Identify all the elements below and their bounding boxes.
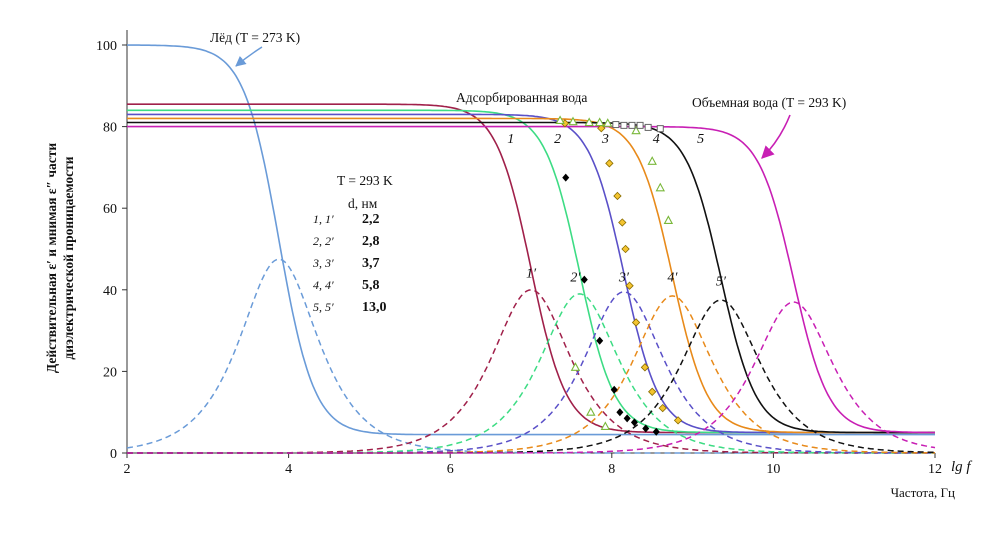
marker-point	[652, 427, 660, 436]
series-imag-0	[126, 258, 935, 454]
curve-label-imag: 1′	[526, 267, 537, 282]
marker-point	[555, 115, 565, 125]
bulk-annotation: Объемная вода (T = 293 K)	[692, 95, 846, 110]
marker-point	[623, 414, 631, 423]
series-real-6	[127, 125, 935, 434]
legend-row-d: 5,8	[362, 278, 380, 293]
marker-point	[647, 156, 657, 165]
x-tick-label: 12	[928, 462, 942, 477]
adsorbed-annotation: Адсорбированная вода	[456, 90, 587, 105]
y-tick-label: 100	[96, 39, 117, 54]
x-tick-label: 4	[285, 462, 292, 477]
legend-row-id: 4, 4′	[313, 278, 334, 292]
curve-label-real: 1	[507, 132, 514, 147]
y-axis-label-line2: диэлектрической проницаемости	[61, 156, 76, 359]
marker-point	[636, 121, 644, 129]
curve-labels: 1 1′ 2 2′ 3 3′ 4 4′ 5 5′	[507, 132, 727, 290]
marker-point	[616, 408, 624, 417]
marker-point	[597, 124, 606, 133]
legend-row-d: 2,2	[362, 212, 380, 227]
marker-point	[596, 336, 604, 345]
curve-label-imag: 5′	[716, 275, 727, 290]
x-axis-var: lg f	[951, 459, 972, 475]
series-real-5	[127, 121, 935, 434]
curve-label-real: 5	[697, 132, 704, 147]
marker-point	[610, 385, 618, 394]
legend-temp: T = 293 K	[337, 173, 393, 188]
curve-label-real: 4	[653, 132, 660, 147]
y-ticks: 0 20 40 60 80 100	[96, 39, 127, 462]
legend-header: d, нм	[348, 196, 378, 211]
y-tick-label: 20	[103, 365, 117, 380]
marker-point	[642, 424, 650, 433]
y-tick-label: 60	[103, 202, 117, 217]
marker-point	[640, 363, 650, 372]
marker-point	[631, 318, 641, 327]
marker-point	[570, 362, 581, 371]
marker-point	[568, 116, 578, 126]
marker-point	[663, 215, 674, 224]
marker-point	[620, 121, 628, 129]
marker-point	[630, 418, 638, 427]
y-tick-label: 0	[110, 447, 117, 462]
marker-point	[605, 159, 614, 168]
x-axis-label: Частота, Гц	[891, 485, 955, 500]
marker-point	[648, 387, 657, 396]
ice-annotation: Лёд (T = 273 K)	[210, 30, 300, 45]
marker-point	[618, 218, 627, 227]
legend-row-d: 2,8	[362, 234, 380, 249]
x-ticks: 2 4 6 8 10 12	[124, 453, 942, 477]
marker-point	[621, 244, 630, 254]
x-tick-label: 8	[608, 462, 615, 477]
marker-point	[600, 421, 611, 431]
marker-point	[586, 407, 596, 416]
marker-point	[594, 117, 605, 127]
legend: T = 293 K d, нм 1, 1′ 2,2 2, 2′ 2,8 3, 3′ 3,7…	[312, 173, 393, 315]
curve-label-real: 3	[601, 132, 609, 147]
x-tick-label: 10	[766, 462, 780, 477]
legend-row-d: 3,7	[362, 256, 380, 271]
legend-row-id: 1, 1′	[313, 212, 334, 226]
marker-point	[625, 281, 634, 290]
marker-point	[603, 118, 613, 127]
marker-point	[562, 173, 570, 182]
marker-point	[655, 182, 666, 192]
legend-row-id: 2, 2′	[313, 234, 334, 248]
bulk-arrow	[761, 114, 791, 159]
marker-point	[656, 125, 664, 133]
series-imag-4	[127, 295, 935, 454]
x-tick-label: 6	[447, 462, 454, 477]
series-imag-2	[127, 293, 935, 454]
y-axis-label-line1: Действительная ε′ и мнимая ε″ части	[44, 143, 59, 373]
marker-point	[631, 125, 641, 135]
marker-point	[613, 191, 622, 201]
marker-point	[673, 416, 683, 425]
legend-row-id: 5, 5′	[313, 300, 334, 314]
marker-point	[658, 403, 667, 413]
curve-label-imag: 2′	[570, 271, 581, 286]
series-imag-6	[127, 301, 936, 454]
series-real-0	[127, 44, 935, 436]
marker-point	[628, 121, 636, 129]
marker-point	[580, 275, 588, 284]
curve-label-imag: 3′	[618, 271, 630, 286]
curves	[126, 44, 936, 454]
x-tick-label: 2	[124, 462, 131, 477]
marker-point	[644, 123, 652, 131]
marker-point	[612, 121, 620, 129]
marker-point	[584, 117, 594, 127]
markers	[555, 115, 683, 436]
series-real-4	[127, 117, 935, 434]
legend-row-d: 13,0	[362, 300, 387, 315]
curve-label-imag: 4′	[667, 271, 678, 286]
curve-label-real: 2	[554, 132, 561, 147]
ice-arrow	[235, 46, 263, 67]
y-tick-label: 80	[103, 121, 117, 136]
y-tick-label: 40	[103, 284, 117, 299]
legend-row-id: 3, 3′	[312, 256, 334, 270]
